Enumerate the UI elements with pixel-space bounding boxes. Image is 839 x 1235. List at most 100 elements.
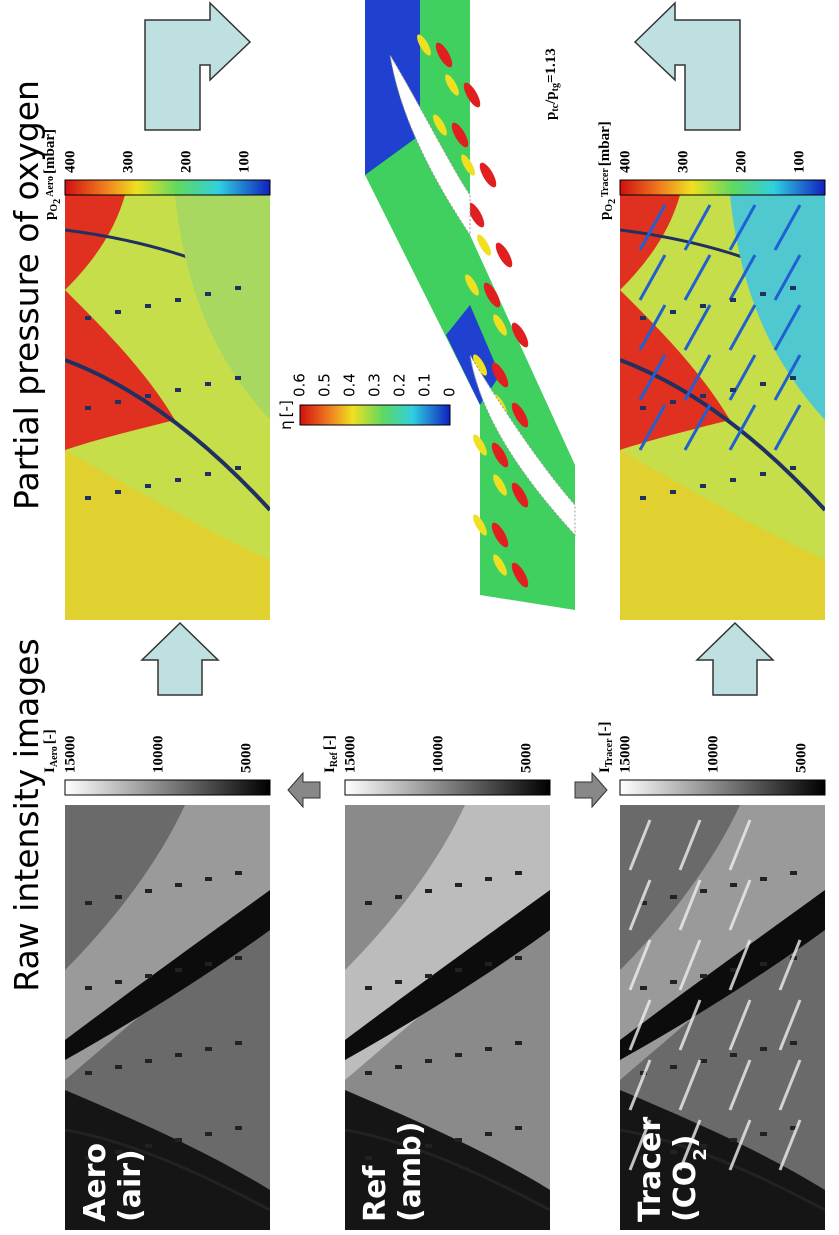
colorbar-bar bbox=[345, 780, 550, 795]
colorbar-label: η [-] bbox=[277, 400, 295, 430]
hole bbox=[730, 1053, 737, 1057]
hole bbox=[115, 400, 121, 404]
annotation-text: /p bbox=[543, 91, 559, 105]
hole bbox=[365, 1156, 372, 1160]
colorbar-unit: [-] bbox=[277, 400, 295, 417]
hole bbox=[115, 1065, 122, 1069]
hole bbox=[455, 1053, 462, 1057]
hole bbox=[455, 1138, 462, 1142]
pressure-image bbox=[620, 195, 825, 620]
hole bbox=[85, 316, 91, 320]
image-content bbox=[620, 195, 825, 620]
hole bbox=[115, 310, 121, 314]
panel-label-sub: 2 bbox=[690, 1148, 711, 1161]
annotation-sub: tg bbox=[550, 83, 561, 91]
hole bbox=[205, 1132, 212, 1136]
colorbar-tick-label: 15000 bbox=[62, 736, 78, 774]
hole bbox=[235, 1126, 242, 1130]
hole bbox=[395, 1065, 402, 1069]
hole bbox=[730, 1138, 737, 1142]
colorbar-sub: 2 bbox=[52, 199, 63, 204]
colorbar-tick-label: 15000 bbox=[342, 736, 358, 774]
hole bbox=[205, 1047, 212, 1051]
hole bbox=[700, 304, 706, 308]
rotated-figure: Raw intensity images Partial pressure of… bbox=[7, 0, 825, 1230]
effectiveness-streak bbox=[477, 160, 500, 189]
colorbar-symbol: p bbox=[42, 212, 58, 220]
colorbar-sub: Tracer bbox=[600, 168, 611, 197]
colorbar-tick-label: 0 bbox=[441, 387, 459, 397]
hole bbox=[145, 889, 152, 893]
panel-label: (amb) bbox=[393, 1122, 428, 1222]
hole bbox=[175, 1053, 182, 1057]
hole bbox=[515, 956, 522, 960]
colorbar-bar bbox=[65, 780, 270, 795]
hole bbox=[700, 394, 706, 398]
hole bbox=[85, 986, 92, 990]
hole bbox=[175, 968, 182, 972]
hole bbox=[730, 883, 737, 887]
hole bbox=[175, 1138, 182, 1142]
colorbar-tick-label: 100 bbox=[791, 151, 807, 174]
hole bbox=[205, 472, 211, 476]
colorbar-label: IRef[-] bbox=[322, 735, 340, 773]
hole bbox=[790, 1041, 797, 1045]
hole bbox=[115, 490, 121, 494]
colorbar-unit: [-] bbox=[322, 735, 338, 750]
hole bbox=[395, 980, 402, 984]
hole bbox=[760, 382, 766, 386]
pressure-image bbox=[65, 195, 270, 620]
raw-image: Tracer(CO2) bbox=[620, 805, 825, 1230]
colorbar-sub: 2 bbox=[607, 199, 618, 204]
hole bbox=[425, 889, 432, 893]
annotation-text: p bbox=[543, 112, 559, 120]
header-raw: Raw intensity images bbox=[7, 638, 46, 991]
colorbar-tick-label: 10000 bbox=[430, 736, 446, 774]
colorbar-tick-label: 200 bbox=[178, 151, 194, 174]
colorbar-symbol: η bbox=[277, 420, 295, 430]
colorbar-label: pO2Tracer[mbar] bbox=[597, 121, 618, 220]
colorbar-sub: Ref bbox=[329, 751, 340, 767]
hole bbox=[670, 400, 676, 404]
colorbar-tick-label: 5000 bbox=[238, 743, 254, 773]
hole bbox=[235, 956, 242, 960]
small-arrow bbox=[575, 773, 607, 807]
effectiveness-streak bbox=[493, 240, 516, 269]
hole bbox=[760, 1132, 767, 1136]
hole bbox=[700, 889, 707, 893]
hole bbox=[640, 986, 647, 990]
hole bbox=[515, 1126, 522, 1130]
colorbar-tick-label: 0.6 bbox=[291, 373, 309, 397]
hole bbox=[235, 466, 241, 470]
hole bbox=[145, 394, 151, 398]
hole bbox=[85, 1071, 92, 1075]
hole bbox=[640, 496, 646, 500]
hole bbox=[670, 310, 676, 314]
panel-label-text: (air) bbox=[113, 1149, 148, 1222]
hole bbox=[395, 895, 402, 899]
hole bbox=[205, 292, 211, 296]
hole bbox=[145, 1059, 152, 1063]
hole bbox=[205, 382, 211, 386]
hole bbox=[515, 1041, 522, 1045]
hole bbox=[365, 986, 372, 990]
hole bbox=[235, 286, 241, 290]
hole bbox=[205, 877, 212, 881]
hole bbox=[515, 871, 522, 875]
hole bbox=[485, 877, 492, 881]
panel-label: Ref bbox=[358, 1165, 393, 1222]
hole bbox=[175, 883, 182, 887]
image-content bbox=[65, 195, 270, 620]
hole bbox=[730, 298, 736, 302]
colorbar-tick-label: 5000 bbox=[518, 743, 534, 773]
annotation: ptc/ptg=1.13 bbox=[543, 48, 561, 120]
colorbar-unit: [-] bbox=[42, 729, 58, 744]
hole bbox=[85, 406, 91, 410]
colorbar-tick-label: 5000 bbox=[793, 743, 809, 773]
panel-label: Aero bbox=[78, 1143, 113, 1222]
hole bbox=[670, 895, 677, 899]
hole bbox=[455, 968, 462, 972]
colorbar-bar bbox=[300, 405, 450, 425]
panel-label: (air) bbox=[113, 1149, 148, 1222]
